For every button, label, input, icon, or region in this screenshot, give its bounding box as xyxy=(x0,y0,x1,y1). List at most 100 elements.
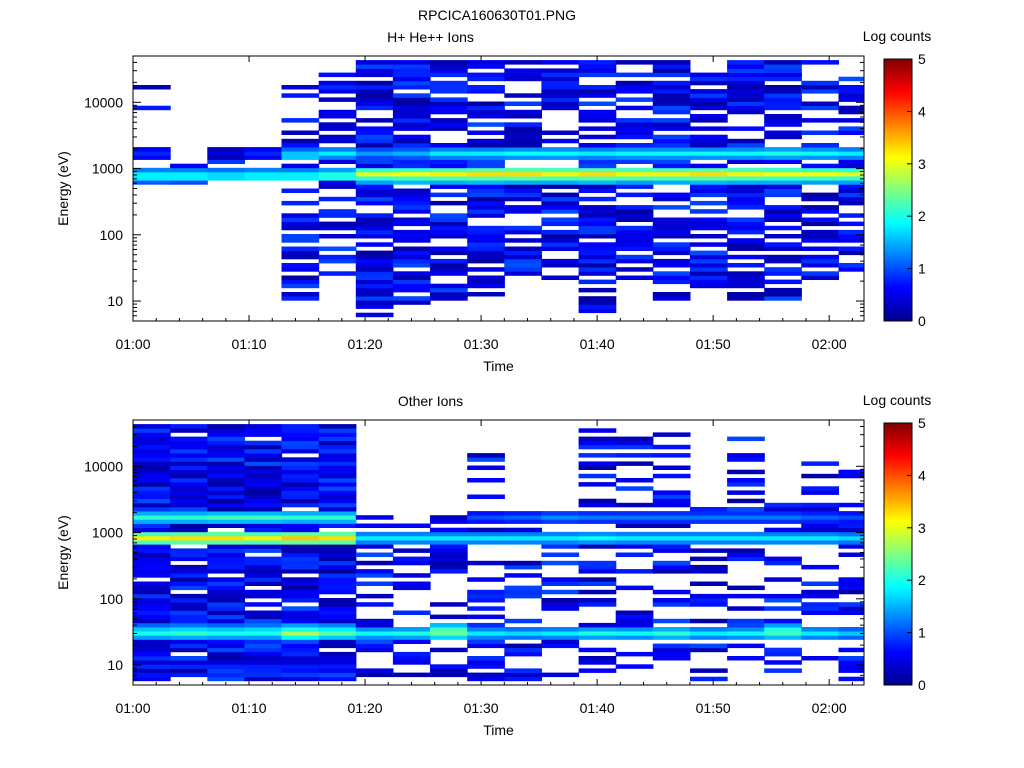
heatmap-cell xyxy=(355,263,394,268)
heatmap-cell xyxy=(764,606,802,611)
heatmap-cell xyxy=(578,482,617,487)
heatmap-cell xyxy=(244,428,283,433)
heatmap-cell xyxy=(430,159,468,164)
heatmap-cell xyxy=(838,184,864,189)
heatmap-cell xyxy=(615,147,654,152)
heatmap-cell xyxy=(690,155,728,160)
heatmap-cell xyxy=(244,490,283,495)
heatmap-cell xyxy=(281,457,320,462)
heatmap-cell xyxy=(764,660,802,665)
heatmap-cell xyxy=(541,540,580,545)
heatmap-cell xyxy=(764,225,802,231)
heatmap-cell xyxy=(244,449,283,454)
heatmap-cell xyxy=(244,627,283,632)
heatmap-cell xyxy=(244,664,283,669)
heatmap-cell xyxy=(764,72,802,78)
heatmap-cell xyxy=(578,602,617,607)
heatmap-cell xyxy=(244,498,283,504)
heatmap-cell xyxy=(281,234,320,239)
heatmap-cell xyxy=(430,283,468,289)
heatmap-cell xyxy=(318,80,357,86)
heatmap-cell xyxy=(430,622,468,628)
heatmap-cell xyxy=(615,519,654,524)
heatmap-cell xyxy=(318,660,357,665)
heatmap-cell xyxy=(207,631,245,636)
heatmap-cell xyxy=(727,478,765,483)
heatmap-cell xyxy=(504,225,542,231)
heatmap-cell xyxy=(652,627,691,632)
heatmap-cell xyxy=(467,234,505,239)
heatmap-cell xyxy=(615,97,654,102)
heatmap-cell xyxy=(727,64,765,69)
heatmap-cell xyxy=(207,151,245,156)
heatmap-cell xyxy=(727,80,765,86)
heatmap-cell xyxy=(133,676,171,682)
heatmap-cell xyxy=(170,581,208,586)
heatmap-cell xyxy=(838,263,864,268)
heatmap-cell xyxy=(467,531,505,537)
heatmap-cell xyxy=(652,490,691,495)
heatmap-cell xyxy=(392,200,431,206)
heatmap-cell xyxy=(430,101,468,106)
heatmap-cell xyxy=(801,531,839,537)
heatmap-cell xyxy=(430,176,468,181)
heatmap-cell xyxy=(355,622,394,628)
heatmap-cell xyxy=(392,560,431,566)
heatmap-cell xyxy=(652,647,691,653)
heatmap-cell xyxy=(578,101,617,106)
heatmap-cell xyxy=(133,155,171,160)
heatmap-cell xyxy=(652,68,691,73)
colorbar-tick-label: 1 xyxy=(918,625,926,641)
heatmap-cell xyxy=(392,229,431,235)
heatmap-cell xyxy=(430,143,468,148)
heatmap-cell xyxy=(504,258,542,264)
heatmap-cell xyxy=(244,511,283,516)
heatmap-cell xyxy=(467,147,505,152)
heatmap-cell xyxy=(318,631,357,636)
heatmap-cell xyxy=(170,449,208,454)
heatmap-cell xyxy=(727,498,765,504)
heatmap-cell xyxy=(690,167,728,173)
heatmap-cell xyxy=(355,552,394,557)
heatmap-cell xyxy=(318,444,357,450)
heatmap-cell xyxy=(392,556,431,562)
heatmap-cell xyxy=(504,171,542,177)
heatmap-cell xyxy=(355,279,394,285)
y-tick-label: 10000 xyxy=(84,458,123,474)
heatmap-cell xyxy=(430,292,468,297)
heatmap-cell xyxy=(318,258,357,264)
heatmap-cell xyxy=(578,453,617,458)
heatmap-cell xyxy=(801,171,839,177)
heatmap-cell xyxy=(430,246,468,251)
heatmap-cell xyxy=(727,192,765,198)
heatmap-cell xyxy=(207,614,245,620)
heatmap-cell xyxy=(430,540,468,545)
heatmap-cell xyxy=(133,564,171,570)
heatmap-cell xyxy=(133,432,171,437)
heatmap-cell xyxy=(207,552,245,557)
heatmap-cell xyxy=(133,473,171,479)
heatmap-cell xyxy=(504,68,542,73)
heatmap-cell xyxy=(504,130,542,135)
heatmap-cell xyxy=(690,101,728,106)
heatmap-cell xyxy=(801,635,839,640)
heatmap-cell xyxy=(133,581,171,586)
heatmap-cell xyxy=(392,263,431,268)
heatmap-cell xyxy=(504,263,542,268)
heatmap-cell xyxy=(467,205,505,210)
heatmap-cell xyxy=(578,258,617,264)
heatmap-cell xyxy=(133,515,171,520)
heatmap-cell xyxy=(170,523,208,528)
heatmap-cell xyxy=(690,105,728,111)
heatmap-cell xyxy=(578,540,617,545)
heatmap-cell xyxy=(615,535,654,541)
heatmap-cell xyxy=(392,258,431,264)
heatmap-cell xyxy=(541,184,580,189)
heatmap-cell xyxy=(318,254,357,260)
heatmap-cell xyxy=(281,176,320,181)
heatmap-cell xyxy=(652,643,691,649)
heatmap-cell xyxy=(244,502,283,508)
heatmap-cell xyxy=(578,544,617,549)
heatmap-cell xyxy=(318,511,357,516)
heatmap-cell xyxy=(690,200,728,206)
